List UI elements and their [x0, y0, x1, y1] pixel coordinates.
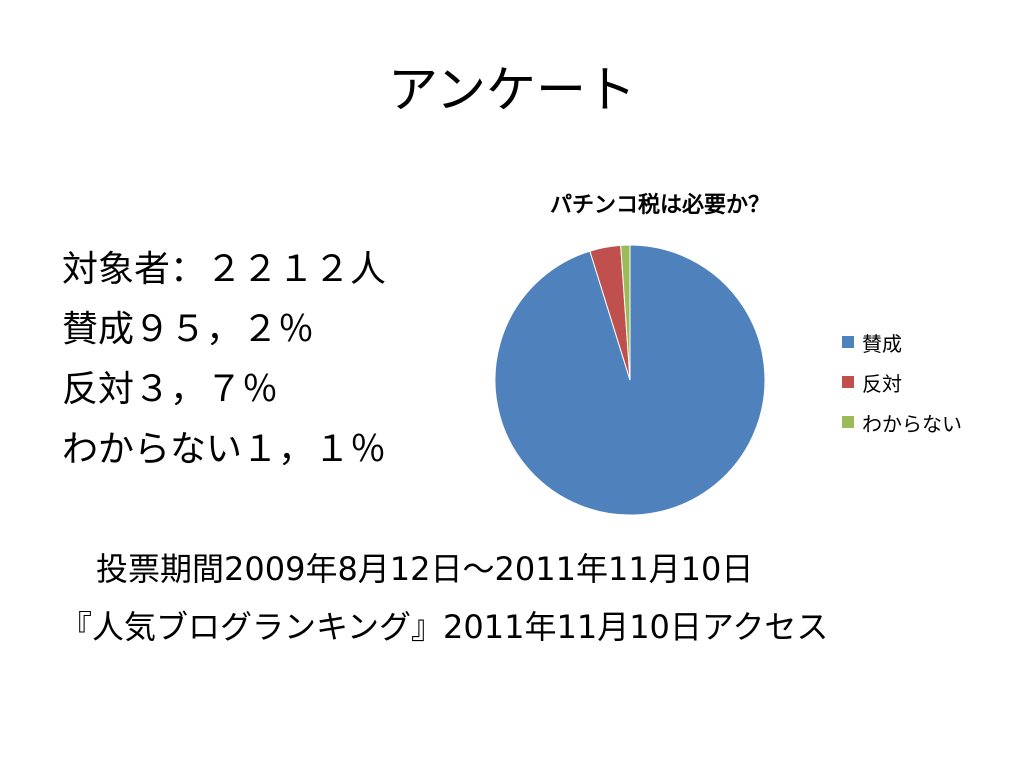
voting-period: 投票期間2009年8月12日～2011年11月10日	[96, 550, 754, 588]
legend-swatch	[842, 416, 854, 428]
legend-item-disagree: 反対	[842, 362, 1012, 402]
chart-title: パチンコ税は必要か？	[549, 193, 770, 218]
legend-label: わからない	[862, 411, 962, 436]
slide-title: アンケート	[388, 61, 636, 119]
pie-slice-unknown	[620, 244, 631, 381]
legend-swatch	[842, 376, 854, 388]
stat-unknown: わからない１，１％	[62, 429, 387, 470]
legend-swatch	[842, 336, 854, 348]
source-note: 『人気ブログランキング』2011年11月10日アクセス	[60, 608, 829, 646]
survey-stats: 対象者：２２１２人 賛成９５，２％ 反対３，７％ わからない１，１％	[62, 240, 462, 480]
chart-legend: 賛成 反対 わからない	[842, 322, 1012, 442]
legend-item-agree: 賛成	[842, 322, 1012, 362]
pie-chart	[494, 244, 766, 516]
legend-label: 反対	[862, 371, 902, 396]
legend-label: 賛成	[862, 331, 902, 356]
stat-disagree: 反対３，７％	[62, 369, 279, 410]
footer-notes: 投票期間2009年8月12日～2011年11月10日 『人気ブログランキング』2…	[60, 540, 1010, 656]
stat-agree: 賛成９５，２％	[62, 309, 315, 350]
stat-respondents: 対象者：２２１２人	[62, 249, 387, 290]
legend-item-unknown: わからない	[842, 402, 1012, 442]
